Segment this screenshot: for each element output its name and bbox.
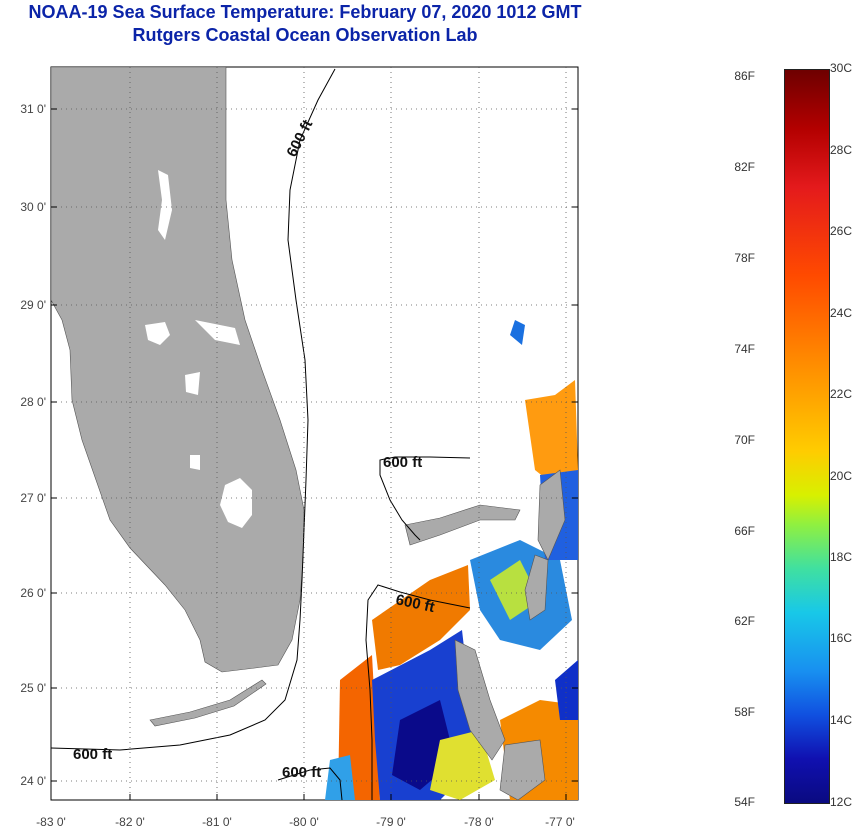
colorbar-c-label: 12C (830, 795, 853, 809)
colorbar-f-label: 62F (734, 614, 755, 628)
colorbar-c-label: 16C (830, 631, 853, 645)
inland-water (185, 372, 200, 395)
lat-tick-label: 29 0' (20, 298, 46, 312)
lat-tick-label: 26 0' (20, 586, 46, 600)
bahamas-land (404, 469, 566, 800)
lon-tick-label: -81 0' (202, 815, 232, 829)
graticule (51, 67, 578, 800)
inland-water (190, 455, 200, 470)
inland-water (195, 320, 240, 345)
lon-tick-label: -77 0' (545, 815, 575, 829)
temperature-colorbar (784, 69, 830, 804)
colorbar-f-label: 54F (734, 795, 755, 809)
inland-water (158, 170, 172, 240)
isobath-label: 600 ft (383, 454, 422, 471)
lat-tick-label: 30 0' (20, 200, 46, 214)
colorbar-c-label: 20C (830, 469, 853, 483)
map-title: NOAA-19 Sea Surface Temperature: Februar… (28, 2, 582, 22)
map-subtitle: Rutgers Coastal Ocean Observation Lab (132, 25, 478, 45)
isobath-label: 600 ft (282, 764, 321, 781)
colorbar-f-label: 82F (734, 160, 755, 174)
lat-tick-label: 28 0' (20, 395, 46, 409)
colorbar-f-label: 86F (734, 69, 755, 83)
colorbar-f-label: 78F (734, 251, 755, 265)
isobath-600ft (51, 68, 471, 800)
colorbar-c-label: 24C (830, 306, 853, 320)
lat-tick-label: 31 0' (20, 102, 46, 116)
isobath-label: 600 ft (73, 746, 112, 763)
florida-keys (149, 679, 267, 727)
sst-data (325, 320, 578, 800)
colorbar-c-label: 14C (830, 713, 853, 727)
lon-tick-label: -80 0' (289, 815, 319, 829)
lon-tick-label: -82 0' (115, 815, 145, 829)
colorbar-c-label: 18C (830, 550, 853, 564)
colorbar-c-label: 26C (830, 224, 853, 238)
inland-water (145, 322, 170, 345)
lon-tick-label: -83 0' (36, 815, 66, 829)
colorbar-c-label: 22C (830, 387, 853, 401)
lat-tick-label: 25 0' (20, 681, 46, 695)
colorbar-f-label: 66F (734, 524, 755, 538)
lake-okeechobee (220, 478, 252, 528)
colorbar-f-label: 70F (734, 433, 755, 447)
lon-tick-label: -78 0' (464, 815, 494, 829)
colorbar-f-label: 74F (734, 342, 755, 356)
lon-tick-label: -79 0' (376, 815, 406, 829)
lat-tick-label: 27 0' (20, 491, 46, 505)
axis-ticks (51, 108, 578, 800)
colorbar-c-label: 28C (830, 143, 853, 157)
lat-tick-label: 24 0' (20, 774, 46, 788)
colorbar-f-label: 58F (734, 705, 755, 719)
colorbar-c-label: 30C (830, 61, 853, 75)
